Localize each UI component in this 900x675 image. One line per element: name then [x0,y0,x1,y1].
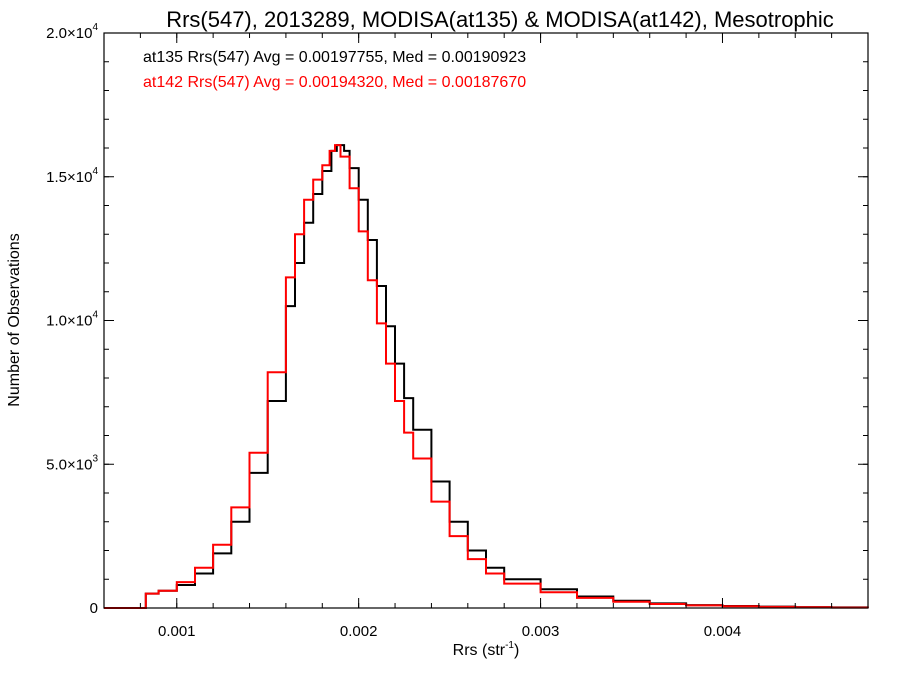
axis-ticks [103,32,869,609]
y-tick-label: 2.0×104 [46,22,98,42]
x-axis-label-superscript: -1 [505,640,514,651]
plot-frame [103,32,869,609]
y-tick-label: 1.5×104 [46,166,98,186]
stat-annotation: at135 Rrs(547) Avg = 0.00197755, Med = 0… [143,49,526,66]
stat-annotation: at142 Rrs(547) Avg = 0.00194320, Med = 0… [143,74,526,91]
x-tick-label: 0.002 [340,623,378,640]
x-tick-label: 0.001 [158,623,196,640]
x-tick-label: 0.003 [522,623,560,640]
y-tick-mantissa: 2.0×10 [46,25,92,42]
y-tick-mantissa: 0 [90,600,98,617]
x-axis-label-main: Rrs (str [453,642,506,659]
y-tick-exponent: 4 [92,166,98,177]
y-tick-mantissa: 5.0×10 [46,456,92,473]
histogram-traces [104,144,869,609]
statistics-annotations: at135 Rrs(547) Avg = 0.00197755, Med = 0… [143,49,526,91]
y-tick-label: 5.0×103 [46,453,98,473]
y-tick-mantissa: 1.0×10 [46,313,92,330]
y-tick-mantissa: 1.5×10 [46,169,92,186]
y-tick-label: 1.0×104 [46,310,98,330]
y-tick-exponent: 4 [92,22,98,33]
y-tick-exponent: 4 [92,310,98,321]
y-axis-label: Number of Observations [6,233,23,406]
chart-title: Rrs(547), 2013289, MODISA(at135) & MODIS… [166,7,834,32]
x-axis-label-end: ) [514,642,519,659]
x-tick-labels: 0.001 0.002 0.003 0.004 [158,623,741,640]
y-tick-exponent: 3 [92,453,98,464]
series-line-at142 [104,144,869,609]
y-tick-label: 0 [90,600,98,617]
x-axis-label: Rrs (str-1) [453,640,520,659]
x-tick-label: 0.004 [704,623,742,640]
series-line-at135 [104,144,868,609]
